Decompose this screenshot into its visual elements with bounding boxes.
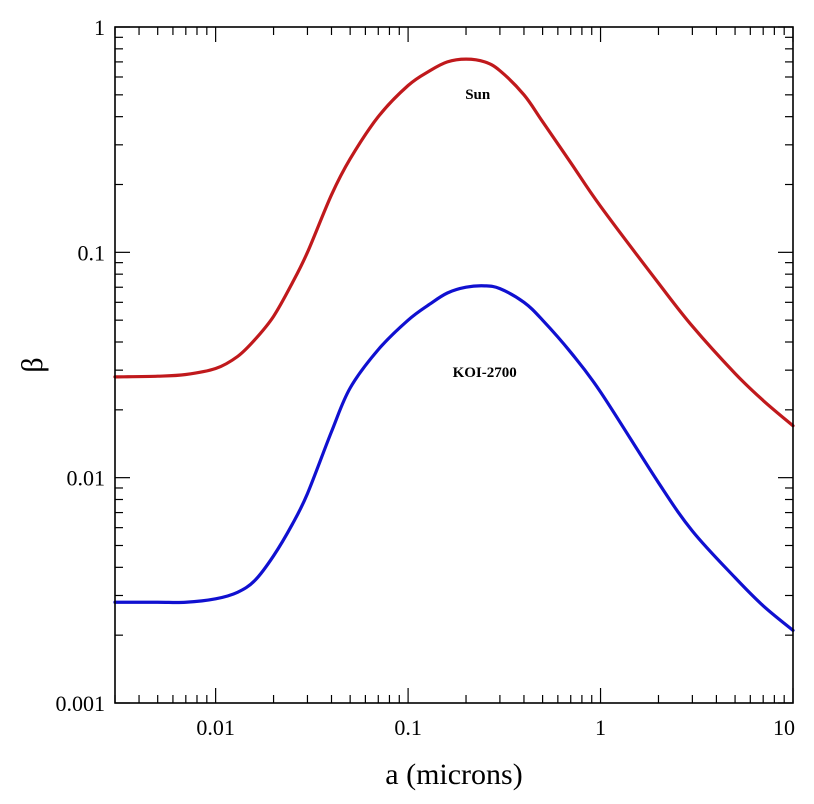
tick-labels: 0.01 0.1 1 10 0.001 0.01 0.1 1 <box>56 15 796 740</box>
x-tick-label: 1 <box>595 715 606 740</box>
x-tick-label: 10 <box>773 715 795 740</box>
y-tick-label: 0.001 <box>56 691 106 716</box>
series-group <box>113 57 795 632</box>
series-line-sun <box>113 57 795 428</box>
series-label-sun: Sun <box>465 87 491 103</box>
y-tick-label: 1 <box>94 15 105 40</box>
series-labels: Sun KOI-2700 <box>453 87 517 381</box>
y-tick-label: 0.1 <box>78 240 106 265</box>
x-axis-label: a (microns) <box>385 758 522 791</box>
y-tick-label: 0.01 <box>67 466 106 491</box>
y-axis-label: β <box>16 357 49 372</box>
minor-ticks <box>114 27 793 703</box>
x-tick-label: 0.1 <box>394 715 422 740</box>
axes-frame <box>114 26 794 704</box>
series-label-koi-2700: KOI-2700 <box>453 365 517 381</box>
series-line-koi-2700 <box>113 284 795 632</box>
x-tick-label: 0.01 <box>196 715 235 740</box>
plot-area <box>113 26 795 704</box>
